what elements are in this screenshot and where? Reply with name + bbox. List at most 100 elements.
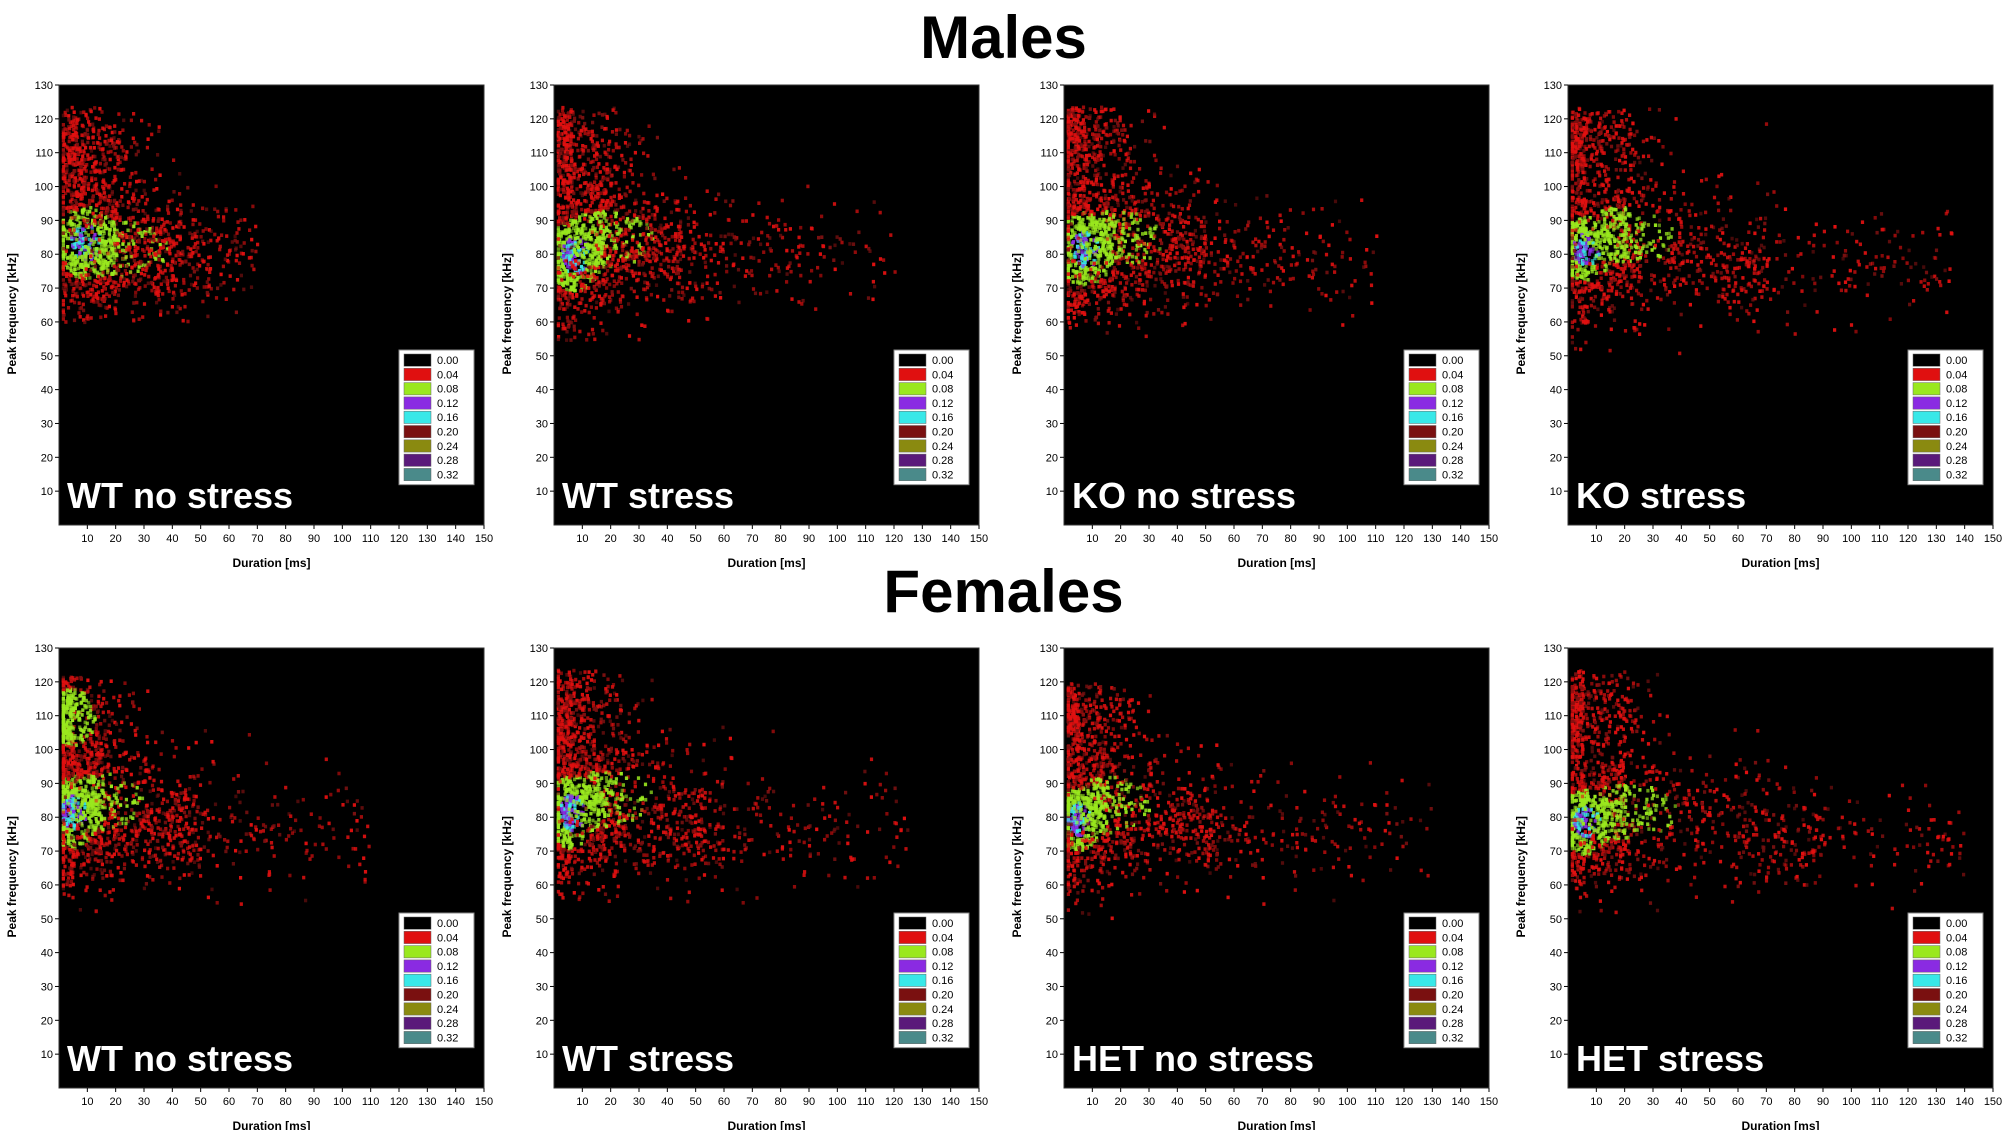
heat-cell [1236,259,1240,264]
heat-cell [576,269,580,274]
heat-cell [630,256,634,261]
heat-cell [1149,263,1153,267]
heat-cell [1132,195,1136,199]
heat-cell [133,236,137,240]
heat-cell [590,272,594,276]
heat-cell [124,233,128,237]
heat-cell [650,231,654,235]
heat-cell [1093,270,1097,274]
heat-cell [107,202,111,206]
heat-cell [564,196,568,200]
legend-swatch [403,425,432,439]
heat-cell [1069,245,1073,250]
heat-cell [585,267,589,272]
heat-cell [160,239,164,243]
heat-cell [561,124,565,129]
heat-cell [556,276,560,281]
heat-cell [133,248,137,253]
x-tick-label: 150 [475,533,493,545]
heat-cell [1067,242,1071,247]
heat-cell [1241,251,1245,256]
heat-cell [91,199,95,203]
heat-cell [1085,256,1089,261]
heat-cell [1203,234,1208,238]
heat-cell [570,293,574,297]
heat-cell [1073,270,1077,274]
heat-cell [84,273,88,277]
heat-cell [190,254,194,259]
heat-cell [105,141,109,146]
heat-cell [721,249,725,254]
heat-cell [1120,272,1124,276]
heat-cell [1110,285,1114,289]
heat-cell [672,167,676,172]
heat-cell [101,273,105,278]
heat-cell [69,257,73,262]
heat-cell [1163,305,1167,309]
heat-cell [558,244,562,248]
heat-cell [169,264,173,268]
heat-cell [63,113,68,117]
heat-cell [689,298,693,303]
heat-cell [1103,279,1107,283]
heat-cell [196,262,200,267]
heat-cell [61,253,65,257]
heat-cell [587,231,592,236]
heat-cell [1320,207,1324,211]
heat-cell [871,297,875,302]
heat-cell [1084,276,1088,280]
heat-cell [582,168,586,172]
heat-cell [1101,220,1105,224]
heat-cell [662,270,666,274]
heat-cell [604,279,608,284]
heat-cell [132,242,136,246]
heat-cell [1185,239,1189,244]
heat-cell [676,271,680,275]
heat-cell [1101,208,1105,212]
heat-cell [1076,155,1080,160]
heat-cell [1172,237,1176,242]
heat-cell [89,156,94,161]
y-tick-label: 40 [536,385,548,397]
heat-cell [569,261,573,265]
heat-cell [1087,232,1091,236]
heat-cell [640,247,644,252]
heat-cell [1107,289,1111,294]
heat-cell [119,155,123,160]
heat-cell [1132,270,1136,275]
heat-cell [562,244,566,248]
heat-cell [624,243,628,247]
heat-cell [1099,239,1103,244]
heat-cell [1129,215,1133,219]
heat-cell [747,271,751,275]
y-tick-label: 90 [536,215,548,227]
heat-cell [624,212,628,216]
heat-cell [667,264,671,269]
heat-cell [614,250,618,254]
heat-cell [605,277,609,281]
heat-cell [625,185,629,190]
heat-cell [1148,231,1152,235]
heat-cell [126,279,130,284]
heat-cell [113,307,118,312]
heat-cell [61,317,65,321]
legend-label: 0.28 [437,455,458,467]
heat-cell [593,337,597,342]
heat-cell [614,110,618,115]
heat-cell [709,258,713,263]
heat-cell [718,290,722,295]
heat-cell [118,160,122,165]
heat-cell [629,157,633,162]
heat-cell [1075,251,1079,256]
heat-cell [1184,246,1188,251]
color-legend: 0.000.040.080.120.160.200.240.280.32 [398,349,475,486]
heat-cell [1106,244,1110,249]
heat-cell [1232,240,1236,244]
y-tick-label: 10 [536,486,548,498]
heat-cell [1082,225,1086,230]
heat-cell [144,232,148,236]
heat-cell [1194,252,1198,256]
heat-cell [612,194,616,199]
heat-cell [1116,258,1120,262]
heat-cell [147,247,151,251]
